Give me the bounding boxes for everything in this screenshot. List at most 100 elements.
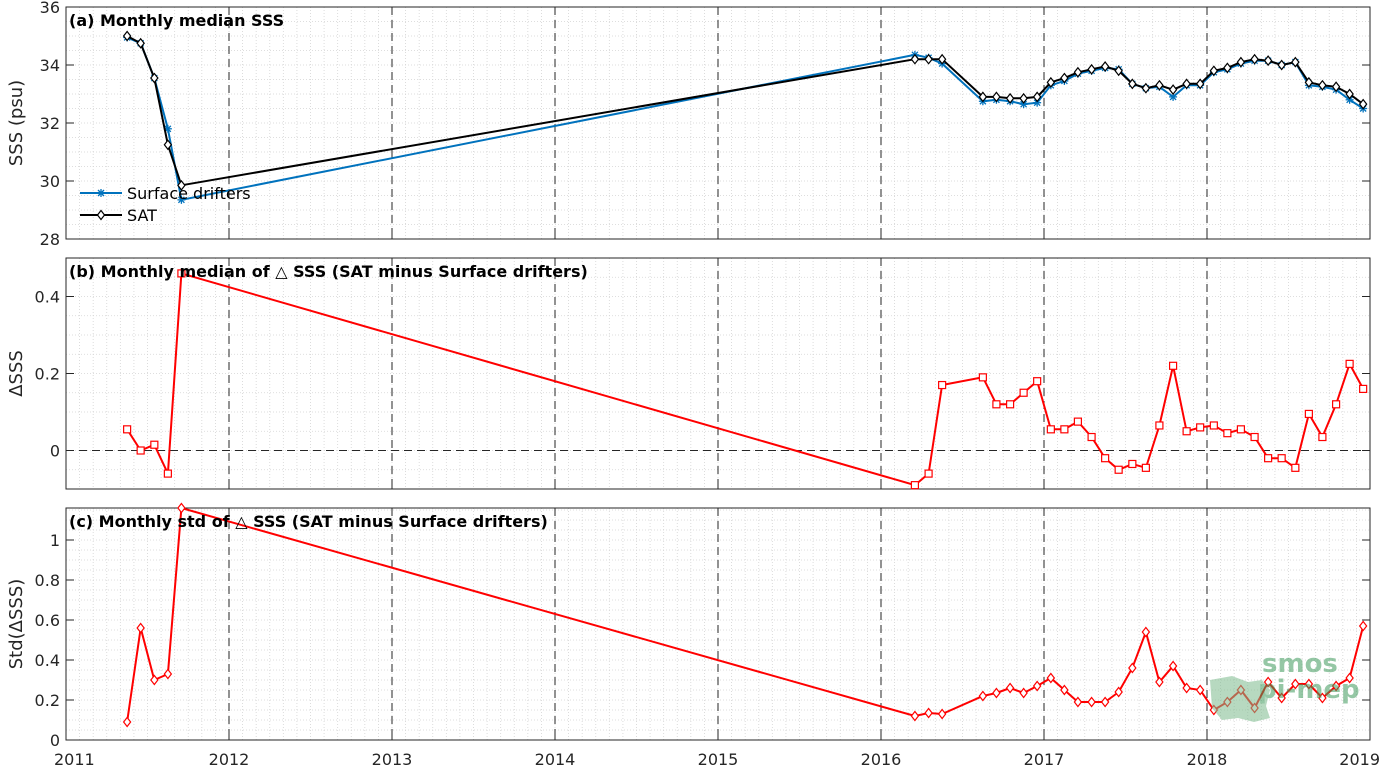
data-point	[1277, 454, 1286, 463]
data-point	[163, 139, 173, 151]
data-point	[1155, 79, 1164, 91]
data-point	[1141, 463, 1150, 472]
x-tick-label: 2019	[1339, 750, 1380, 768]
data-point	[1318, 692, 1327, 704]
data-point	[1005, 400, 1015, 409]
data-point	[1046, 672, 1056, 684]
data-point	[177, 502, 186, 514]
data-point	[937, 53, 947, 65]
data-point	[1114, 686, 1123, 698]
data-point	[1236, 56, 1246, 68]
data-point	[978, 373, 987, 382]
x-tick-label: 2018	[1187, 750, 1228, 768]
data-point	[1345, 672, 1354, 684]
y-tick-label: 28	[40, 230, 60, 249]
data-point	[1060, 425, 1069, 434]
data-point	[1114, 65, 1123, 77]
x-tick-label: 2016	[861, 750, 902, 768]
data-point	[1073, 696, 1083, 708]
data-point	[924, 469, 933, 478]
x-tick-label: 2011	[54, 750, 95, 768]
data-point	[136, 622, 145, 634]
data-point	[150, 674, 159, 686]
data-point	[177, 179, 186, 191]
data-point	[1318, 432, 1327, 442]
data-point	[1101, 454, 1110, 463]
series-0	[122, 502, 1368, 728]
data-point	[1291, 56, 1300, 68]
data-point	[1358, 98, 1368, 110]
y-tick-label: 30	[40, 172, 60, 191]
data-point	[1046, 425, 1055, 434]
data-point	[1195, 78, 1205, 90]
y-tick-label: 1	[50, 531, 60, 550]
data-point	[1304, 678, 1314, 690]
y-tick-label: 0.6	[35, 611, 60, 630]
data-point	[1168, 361, 1178, 370]
data-point	[1358, 620, 1368, 632]
data-point	[1100, 696, 1110, 708]
data-point	[1196, 423, 1205, 432]
data-point	[1033, 377, 1042, 386]
data-point	[1264, 454, 1273, 463]
data-point	[1277, 59, 1286, 71]
y-axis-label: SSS (psu)	[6, 80, 27, 166]
data-point	[1345, 359, 1354, 368]
data-point	[1100, 60, 1110, 72]
data-point	[1223, 429, 1232, 438]
data-point	[910, 710, 920, 722]
data-point	[992, 687, 1001, 699]
data-point	[1019, 92, 1028, 104]
data-point	[978, 91, 988, 103]
data-point	[978, 690, 988, 702]
data-point	[1168, 660, 1178, 672]
data-point	[1073, 66, 1083, 78]
data-point	[1318, 79, 1327, 91]
y-tick-label: 34	[40, 56, 60, 75]
data-point	[1195, 684, 1205, 696]
y-tick-label: 0	[50, 731, 60, 750]
y-tick-label: 0.2	[35, 365, 60, 384]
data-point	[1331, 680, 1341, 692]
panel-b: 0 0.2 0.4 ΔSSS (b) Monthly median of △ SSS (…	[6, 257, 1371, 490]
data-point	[1032, 91, 1042, 103]
data-point	[150, 440, 159, 449]
panel-title: (a) Monthly median SSS	[69, 11, 284, 30]
logo-text-line2: pi-mep	[1258, 675, 1360, 705]
data-point	[1182, 427, 1191, 436]
data-point	[1141, 82, 1151, 94]
data-point	[1114, 465, 1123, 474]
data-point	[1128, 662, 1137, 674]
y-axis-label: ΔSSS	[6, 350, 27, 397]
data-point	[177, 195, 186, 204]
x-tick-label: 2015	[698, 750, 739, 768]
data-point	[122, 716, 132, 728]
data-point	[937, 708, 947, 720]
data-point	[1209, 421, 1218, 430]
data-point	[1209, 65, 1219, 77]
data-point	[924, 53, 933, 65]
data-point	[910, 53, 920, 65]
data-point	[1345, 88, 1354, 100]
data-point	[910, 481, 920, 490]
data-point	[1331, 400, 1341, 409]
logo-map-shape	[1210, 676, 1270, 722]
data-point	[1141, 626, 1151, 638]
data-point	[1250, 432, 1259, 442]
panel-title: (b) Monthly median of △ SSS (SAT minus S…	[69, 262, 588, 281]
data-point	[1263, 676, 1273, 688]
legend-label: SAT	[127, 206, 157, 225]
data-point	[122, 30, 132, 42]
y-tick-label: 0.4	[35, 651, 60, 670]
data-point	[924, 707, 933, 719]
y-tick-label: 0.8	[35, 571, 60, 590]
y-tick-label: 32	[40, 114, 60, 133]
y-tick-label: 0.2	[35, 691, 60, 710]
y-axis-label: Std(ΔSSS)	[6, 579, 27, 670]
y-tick-label: 0.4	[35, 288, 60, 307]
data-point	[1032, 680, 1042, 692]
data-point	[163, 469, 172, 478]
data-point	[1331, 81, 1341, 93]
